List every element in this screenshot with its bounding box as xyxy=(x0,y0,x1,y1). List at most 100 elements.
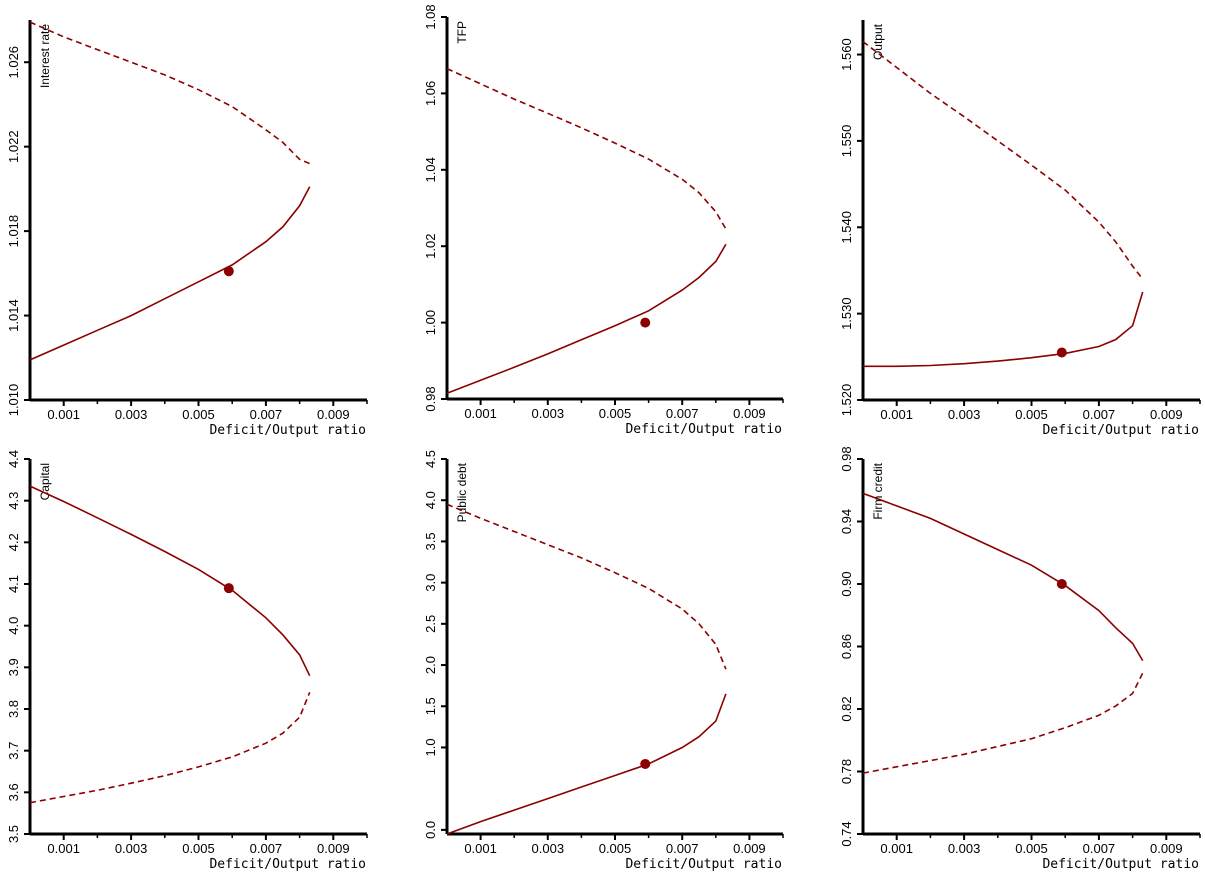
chart-panel-6: 0.001 0.003 0.005 0.007 0.009 0.74 0.78 0.82 0.8… xyxy=(839,446,1201,872)
y-tick-label: 4.1 xyxy=(6,575,21,593)
y-tick-label: 0.78 xyxy=(839,759,854,784)
x-tick-label: 0.001 xyxy=(880,841,913,856)
x-tick-label: 0.003 xyxy=(532,841,565,856)
x-axis-title: Deficit/Output ratio xyxy=(625,857,782,872)
x-tick-label: 0.009 xyxy=(1150,841,1183,856)
x-axis-title: Deficit/Output ratio xyxy=(1042,857,1199,872)
x-tick-label: 0.005 xyxy=(1015,407,1048,422)
chart-panel-4: 0.001 0.003 0.005 0.007 0.009 3.5 3.6 3.7 3.8 3.9… xyxy=(6,450,368,872)
x-tick-label: 0.003 xyxy=(948,841,981,856)
y-tick-label: 1.06 xyxy=(423,81,438,106)
y-tick-label: 1.530 xyxy=(839,297,854,330)
x-tick-label: 0.009 xyxy=(1150,407,1183,422)
y-tick-label: 0.74 xyxy=(839,821,854,846)
y-tick-label: 0.98 xyxy=(839,446,854,471)
y-tick-label: 3.7 xyxy=(6,742,21,760)
chart-panel-2: 0.001 0.003 0.005 0.007 0.009 0.98 1.00 1.02 1.0… xyxy=(423,4,784,437)
x-tick-label: 0.003 xyxy=(948,407,981,422)
y-tick-label: 3.8 xyxy=(6,700,21,718)
x-tick-label: 0.001 xyxy=(464,841,497,856)
y-axis-title: TFP xyxy=(455,21,469,44)
series-line-stable xyxy=(446,693,727,835)
y-tick-label: 0.94 xyxy=(839,509,854,534)
equilibrium-marker xyxy=(1056,579,1067,589)
x-tick-label: 0.007 xyxy=(1083,841,1116,856)
y-tick-label: 4.0 xyxy=(423,491,438,509)
y-tick-label: 0.86 xyxy=(839,634,854,659)
series-line-unstable xyxy=(862,672,1144,774)
x-tick-label: 0.005 xyxy=(182,407,215,422)
y-tick-label: 0.82 xyxy=(839,696,854,721)
x-tick-label: 0.003 xyxy=(115,841,148,856)
x-tick-label: 0.003 xyxy=(115,407,148,422)
y-tick-label: 0.90 xyxy=(839,571,854,596)
series-line-stable xyxy=(29,186,311,361)
y-tick-label: 0.98 xyxy=(423,386,438,411)
y-tick-label: 1.0 xyxy=(423,738,438,756)
y-tick-label: 1.026 xyxy=(6,46,21,79)
y-tick-label: 1.04 xyxy=(423,157,438,182)
x-tick-label: 0.003 xyxy=(532,406,565,421)
y-tick-label: 3.5 xyxy=(6,825,21,843)
y-axis-title: Firm credit xyxy=(871,462,885,519)
y-tick-label: 4.0 xyxy=(6,617,21,635)
y-tick-label: 3.0 xyxy=(423,574,438,592)
equilibrium-marker xyxy=(223,266,234,277)
y-tick-label: 1.00 xyxy=(423,310,438,335)
x-tick-label: 0.009 xyxy=(733,406,766,421)
x-axis-title: Deficit/Output ratio xyxy=(209,423,366,438)
x-tick-label: 0.007 xyxy=(250,841,283,856)
x-axis-title: Deficit/Output ratio xyxy=(625,422,782,437)
x-tick-label: 0.005 xyxy=(182,841,215,856)
series-line-stable xyxy=(29,485,311,677)
chart-panel-5: 0.001 0.003 0.005 0.007 0.009 0.0 1.0 1.5 2.0 2.5… xyxy=(423,450,784,872)
x-tick-label: 0.001 xyxy=(464,406,497,421)
y-tick-label: 4.5 xyxy=(423,450,438,468)
y-tick-label: 4.4 xyxy=(6,450,21,468)
y-tick-label: 4.2 xyxy=(6,533,21,551)
equilibrium-marker xyxy=(640,317,651,328)
equilibrium-marker xyxy=(223,583,234,594)
y-axis-title: Interest rate xyxy=(38,24,52,88)
y-tick-label: 3.6 xyxy=(6,783,21,801)
x-tick-label: 0.007 xyxy=(666,406,699,421)
equilibrium-marker xyxy=(640,758,651,769)
y-tick-label: 1.08 xyxy=(423,4,438,29)
y-tick-label: 2.0 xyxy=(423,656,438,674)
x-axis-title: Deficit/Output ratio xyxy=(209,857,366,872)
series-line-stable xyxy=(863,291,1144,368)
y-tick-label: 1.520 xyxy=(839,384,854,417)
x-tick-label: 0.005 xyxy=(599,841,632,856)
y-tick-label: 0.0 xyxy=(423,821,438,839)
x-axis-title: Deficit/Output ratio xyxy=(1042,423,1199,438)
series-line-unstable xyxy=(446,503,727,670)
x-tick-label: 0.009 xyxy=(317,841,350,856)
chart-panel-3: 0.001 0.003 0.005 0.007 0.009 1.520 1.530 1.540… xyxy=(839,20,1201,438)
y-tick-label: 3.9 xyxy=(6,658,21,676)
x-tick-label: 0.001 xyxy=(880,407,913,422)
y-tick-label: 1.018 xyxy=(6,215,21,248)
x-tick-label: 0.007 xyxy=(1083,407,1116,422)
y-tick-label: 1.560 xyxy=(839,38,854,71)
y-tick-label: 1.010 xyxy=(6,384,21,417)
y-tick-label: 2.5 xyxy=(423,615,438,633)
y-tick-label: 1.5 xyxy=(423,697,438,715)
x-tick-label: 0.005 xyxy=(599,406,632,421)
series-line-unstable xyxy=(862,40,1144,280)
x-tick-label: 0.001 xyxy=(47,841,80,856)
y-tick-label: 1.540 xyxy=(839,211,854,244)
y-axis-title: Output xyxy=(871,23,885,60)
y-tick-label: 1.02 xyxy=(423,234,438,259)
equilibrium-marker xyxy=(1056,347,1067,358)
series-line-unstable xyxy=(29,21,311,165)
y-tick-label: 1.022 xyxy=(6,130,21,163)
y-tick-label: 1.550 xyxy=(839,125,854,158)
series-line-stable xyxy=(446,243,727,395)
chart-panel-1: 0.001 0.003 0.005 0.007 0.009 1.010 1.014 1.018… xyxy=(6,20,368,438)
y-tick-label: 4.3 xyxy=(6,492,21,510)
x-tick-label: 0.007 xyxy=(250,407,283,422)
x-tick-label: 0.005 xyxy=(1015,841,1048,856)
y-axis-title: Public debt xyxy=(455,462,469,522)
y-tick-label: 1.014 xyxy=(6,299,21,332)
